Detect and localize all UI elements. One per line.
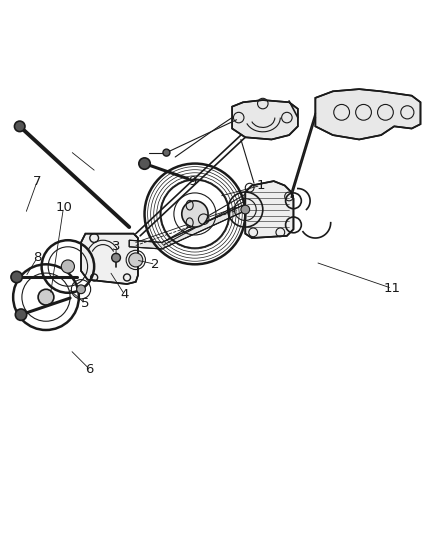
Text: 7: 7 [33,175,42,188]
Circle shape [129,253,143,267]
Polygon shape [129,205,243,249]
Circle shape [163,149,170,156]
Text: 2: 2 [151,258,160,271]
Text: 6: 6 [85,363,94,376]
Circle shape [61,260,74,273]
Circle shape [15,309,27,320]
Polygon shape [232,100,298,140]
Circle shape [11,271,22,282]
Text: 10: 10 [55,201,72,214]
Circle shape [38,289,54,305]
Text: 11: 11 [384,282,400,295]
Text: 4: 4 [120,288,129,302]
Circle shape [241,205,250,214]
Polygon shape [81,233,138,284]
Circle shape [14,121,25,132]
Text: 5: 5 [81,297,90,310]
Polygon shape [315,89,420,140]
Text: 1: 1 [256,179,265,192]
Text: 3: 3 [112,240,120,253]
Text: 8: 8 [33,251,42,264]
Polygon shape [245,181,293,238]
Text: 9: 9 [188,175,197,188]
Circle shape [112,253,120,262]
Circle shape [77,285,85,294]
Circle shape [139,158,150,169]
Circle shape [182,201,208,227]
